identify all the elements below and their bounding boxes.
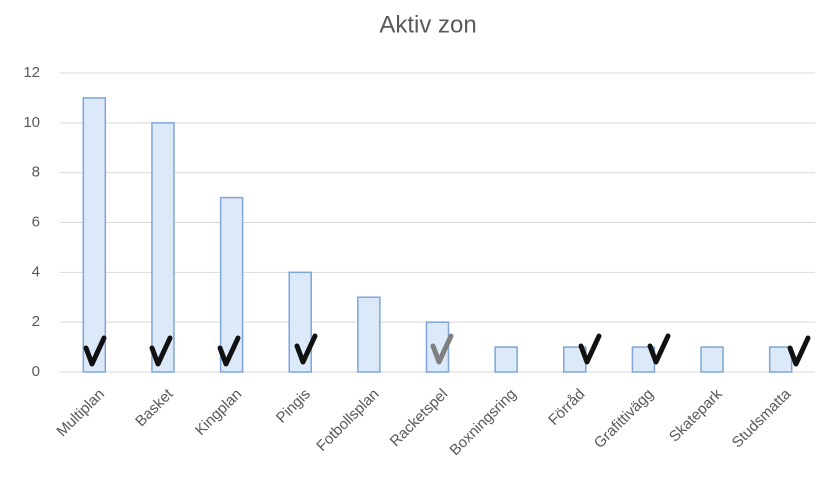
x-tick-label: Kingplan	[192, 386, 245, 439]
x-tick-label: Skatepark	[666, 385, 726, 445]
x-tick-label: Grafittivägg	[591, 386, 657, 452]
y-tick-label: 0	[32, 363, 40, 380]
x-tick-label: Pingis	[273, 386, 314, 427]
checkmarks	[83, 333, 811, 367]
y-tick-label: 6	[32, 213, 40, 230]
bar	[219, 196, 244, 373]
bar	[494, 346, 518, 373]
bar	[288, 271, 312, 373]
bar	[357, 296, 381, 373]
x-tick-label: Racketspel	[387, 386, 451, 450]
x-tick-label: Förråd	[545, 386, 588, 429]
x-tick-label: Studsmatta	[729, 385, 795, 451]
y-tick-label: 2	[32, 313, 40, 330]
checkmark	[83, 335, 107, 367]
checkmark	[149, 335, 173, 367]
checkmark	[430, 333, 454, 365]
bar	[768, 346, 793, 373]
chart-title: Aktiv zon	[379, 11, 476, 38]
x-tick-label: Basket	[132, 385, 177, 430]
bar	[82, 97, 107, 373]
y-tick-label: 4	[32, 263, 40, 280]
y-tick-label: 12	[23, 64, 40, 81]
checkmark	[647, 333, 671, 365]
x-tick-label: Boxningsring	[446, 386, 519, 459]
x-tick-label: Fotbollsplan	[313, 386, 382, 455]
y-tick-label: 10	[23, 114, 40, 131]
checkmark	[787, 335, 811, 367]
bar	[700, 346, 724, 373]
y-tick-label: 8	[32, 164, 40, 181]
checkmark	[294, 333, 318, 365]
checkmark	[578, 333, 602, 365]
bar	[151, 122, 175, 373]
checkmark	[217, 335, 241, 367]
x-tick-label: Multiplan	[53, 386, 107, 440]
